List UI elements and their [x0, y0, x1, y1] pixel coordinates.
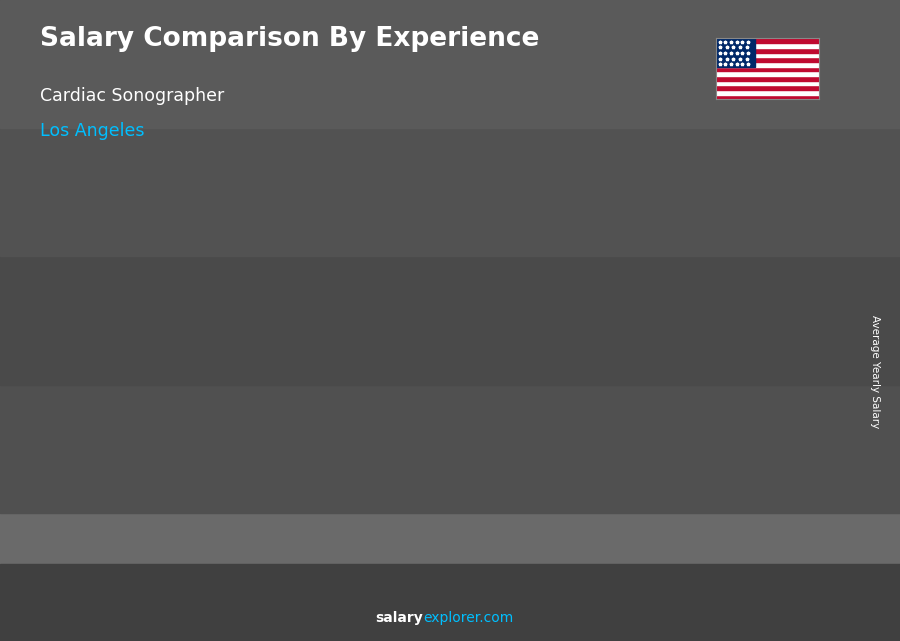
- Polygon shape: [332, 346, 397, 558]
- Polygon shape: [716, 62, 819, 67]
- Polygon shape: [716, 85, 819, 90]
- Polygon shape: [207, 395, 284, 404]
- Text: +38%: +38%: [283, 288, 331, 303]
- Bar: [0, 128, 900, 256]
- Polygon shape: [457, 294, 522, 558]
- Polygon shape: [716, 76, 819, 81]
- Text: +7%: +7%: [538, 214, 577, 229]
- Polygon shape: [457, 279, 535, 294]
- Bar: [0, 0, 900, 128]
- Polygon shape: [716, 90, 819, 95]
- Text: +7%: +7%: [663, 194, 702, 209]
- Text: 74,000 USD: 74,000 USD: [73, 415, 142, 428]
- Polygon shape: [595, 261, 660, 542]
- Polygon shape: [716, 43, 819, 48]
- Polygon shape: [332, 334, 345, 558]
- Text: explorer.com: explorer.com: [423, 611, 513, 625]
- Text: +29%: +29%: [157, 349, 206, 363]
- Polygon shape: [207, 404, 272, 558]
- Polygon shape: [707, 240, 786, 257]
- Bar: [0, 385, 900, 513]
- Polygon shape: [81, 431, 159, 438]
- Polygon shape: [716, 57, 819, 62]
- Text: 186,000 USD: 186,000 USD: [696, 224, 772, 238]
- Polygon shape: [582, 261, 660, 276]
- Polygon shape: [707, 240, 720, 558]
- Polygon shape: [716, 71, 819, 76]
- Bar: [0, 564, 900, 641]
- Text: Cardiac Sonographer: Cardiac Sonographer: [40, 87, 225, 104]
- Polygon shape: [81, 438, 147, 558]
- Text: +24%: +24%: [408, 233, 457, 248]
- Text: 163,000 USD: 163,000 USD: [445, 263, 522, 277]
- Polygon shape: [720, 240, 786, 541]
- Polygon shape: [219, 395, 284, 549]
- Polygon shape: [716, 81, 819, 85]
- Polygon shape: [716, 38, 755, 67]
- Polygon shape: [207, 395, 219, 558]
- Polygon shape: [716, 67, 819, 71]
- Text: 174,000 USD: 174,000 USD: [571, 245, 647, 258]
- Polygon shape: [94, 431, 159, 551]
- Polygon shape: [582, 261, 595, 558]
- Polygon shape: [81, 431, 94, 558]
- Polygon shape: [716, 95, 819, 99]
- Text: Los Angeles: Los Angeles: [40, 122, 145, 140]
- Polygon shape: [716, 53, 819, 57]
- Polygon shape: [582, 276, 648, 558]
- Polygon shape: [716, 48, 819, 53]
- Polygon shape: [345, 334, 410, 546]
- Text: Salary Comparison By Experience: Salary Comparison By Experience: [40, 26, 540, 52]
- Bar: [0, 513, 900, 641]
- Polygon shape: [332, 334, 410, 346]
- Text: Average Yearly Salary: Average Yearly Salary: [869, 315, 880, 428]
- Text: salary: salary: [375, 611, 423, 625]
- Polygon shape: [457, 279, 470, 558]
- Polygon shape: [470, 279, 535, 543]
- Bar: [0, 256, 900, 385]
- Polygon shape: [716, 38, 819, 43]
- Polygon shape: [707, 257, 773, 558]
- Text: 131,000 USD: 131,000 USD: [320, 319, 397, 331]
- Text: 95,200 USD: 95,200 USD: [198, 379, 267, 392]
